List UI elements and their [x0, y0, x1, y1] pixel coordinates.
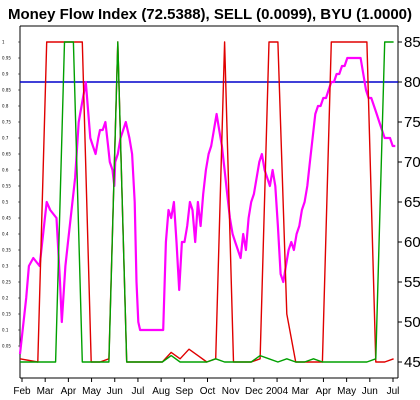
series-line-sell [19, 41, 394, 363]
x-tick-label: Dec [245, 386, 263, 397]
right-tick-label: 70 [404, 154, 420, 171]
chart-title: Money Flow Index (72.5388), SELL (0.0099… [8, 6, 412, 23]
right-tick-label: 80 [404, 74, 420, 91]
right-tick-label: 65 [404, 194, 420, 211]
left-tick-label: 0.55 [2, 184, 11, 189]
right-tick-label: 60 [404, 234, 420, 251]
x-tick-label: Feb [13, 386, 31, 397]
left-tick-label: 0.45 [2, 216, 11, 221]
x-tick-label: May [337, 386, 356, 397]
series-layer [18, 41, 396, 363]
x-tick-label: Apr [61, 386, 77, 397]
series-line-buy [20, 41, 394, 363]
series-line-mfi [18, 56, 396, 355]
left-tick-label: 0.2 [2, 296, 9, 301]
right-tick-label: 45 [404, 354, 420, 371]
x-tick-label: 2004 [266, 386, 289, 397]
x-tick-label: Jul [387, 386, 400, 397]
left-tick-label: 0.05 [2, 344, 11, 349]
x-tick-label: Jun [107, 386, 123, 397]
right-tick-label: 75 [404, 114, 420, 131]
left-tick-label: 0.35 [2, 248, 11, 253]
right-tick-label: 50 [404, 314, 420, 331]
left-axis: 0.05 0.1 0.15 0.2 0.25 0.3 0.35 0.4 0.45 0.5 0.55 0… [2, 40, 20, 349]
left-tick-label: 0.3 [2, 264, 9, 269]
x-tick-label: Oct [200, 386, 216, 397]
left-tick-label: 0.8 [2, 104, 9, 109]
left-tick-label: 0.5 [2, 200, 9, 205]
left-tick-label: 0.1 [2, 328, 9, 333]
x-axis: Feb Mar Apr May Jun Jul Aug Sep Oct Nov Dec 2004 Mar… [13, 378, 399, 397]
left-tick-label: 0.9 [2, 72, 9, 77]
left-tick-label: 0.65 [2, 152, 11, 157]
left-tick-label: 0.25 [2, 280, 11, 285]
x-tick-label: Aug [152, 386, 170, 397]
left-tick-label: 0.6 [2, 168, 9, 173]
left-tick-label: 1 [2, 40, 5, 45]
x-tick-label: May [82, 386, 101, 397]
left-tick-label: 0.85 [2, 88, 11, 93]
right-tick-label: 85 [404, 34, 420, 51]
x-tick-label: Mar [37, 386, 55, 397]
right-tick-label: 55 [404, 274, 420, 291]
left-tick-label: 0.75 [2, 120, 11, 125]
left-tick-label: 0.95 [2, 56, 11, 61]
x-tick-label: Jul [132, 386, 145, 397]
x-tick-label: Jun [362, 386, 378, 397]
left-tick-label: 0.15 [2, 312, 11, 317]
left-tick-label: 0.7 [2, 136, 9, 141]
x-tick-label: Nov [222, 386, 240, 397]
right-axis: 45 50 55 60 65 70 75 80 85 [398, 34, 420, 371]
left-tick-label: 0.4 [2, 232, 9, 237]
x-tick-label: Sep [175, 386, 193, 397]
x-tick-label: Apr [316, 386, 332, 397]
x-tick-label: Mar [292, 386, 310, 397]
